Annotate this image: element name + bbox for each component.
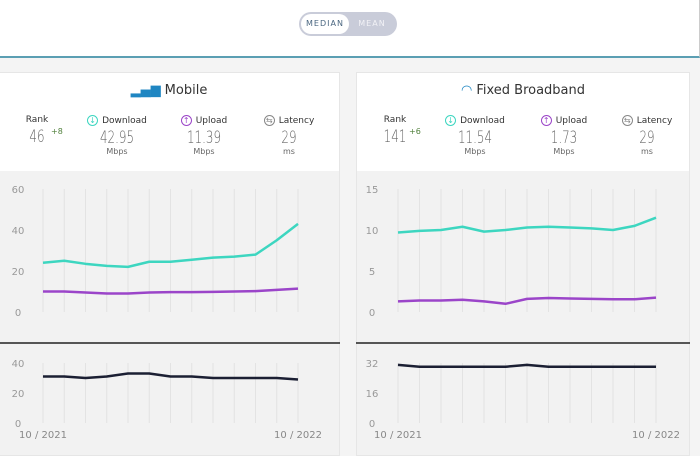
upload-icon: ↑ — [180, 115, 192, 126]
latency-value: 29 — [639, 128, 655, 148]
panel-title-text: Mobile — [164, 83, 208, 98]
download-value: 42.95 — [99, 128, 135, 148]
x-tick-label: 10 / 2021 — [19, 430, 67, 441]
upload-stat: ↑ Upload 11.39 Mbps — [169, 115, 239, 156]
upload-stat: ↑ Upload 1.73 Mbps — [529, 115, 599, 156]
rank-value: 141 — [383, 127, 407, 147]
y-tick-label: 5 — [369, 267, 375, 278]
latency-icon: ⇆ — [263, 115, 275, 126]
x-tick-label: 10 / 2021 — [374, 430, 422, 441]
latency-stat: ⇆ Latency 29 ms — [612, 115, 682, 156]
panel-title-text: Fixed Broadband — [476, 83, 586, 98]
upload-icon: ↑ — [540, 115, 552, 126]
mobile-panel: ▂▄▆ Mobile Rank 46 +8 ↓ Download 42.95 Mbp… — [0, 72, 340, 456]
download-label: Download — [460, 115, 505, 126]
x-tick-label: 10 / 2022 — [274, 430, 322, 441]
mean-option[interactable]: MEAN — [358, 19, 386, 28]
upload-value: 11.39 — [186, 128, 222, 148]
latency-unit: ms — [641, 147, 653, 156]
y-tick-label: 0 — [15, 419, 21, 430]
y-tick-label: 60 — [12, 185, 25, 196]
upload-unit: Mbps — [553, 147, 575, 156]
upload-value: 1.73 — [550, 128, 578, 148]
y-tick-label: 20 — [12, 389, 25, 400]
latency-stat: ⇆ Latency 29 ms — [254, 115, 324, 156]
download-stat: ↓ Download 11.54 Mbps — [435, 115, 515, 156]
rank-stat: Rank 46 — [17, 115, 57, 146]
panel-title: ◠ Fixed Broadband — [357, 83, 689, 98]
rank-label: Rank — [383, 115, 407, 125]
rank-label: Rank — [25, 115, 49, 125]
upload-label: Upload — [195, 115, 228, 126]
download-stat: ↓ Download 42.95 Mbps — [77, 115, 157, 156]
download-icon: ↓ — [445, 115, 457, 126]
rank-value: 46 — [29, 127, 45, 147]
median-option[interactable]: MEDIAN — [301, 14, 349, 34]
latency-value: 29 — [281, 128, 297, 148]
y-tick-label: 15 — [366, 185, 379, 196]
upload-unit: Mbps — [193, 147, 215, 156]
download-label: Download — [102, 115, 147, 126]
median-mean-toggle[interactable]: MEDIAN MEAN — [299, 12, 397, 36]
y-tick-label: 0 — [369, 308, 375, 319]
rank-stat: Rank 141 — [375, 115, 415, 146]
y-tick-label: 0 — [15, 308, 21, 319]
download-value: 11.54 — [457, 128, 493, 148]
rank-delta: +8 — [51, 127, 63, 136]
upload-label: Upload — [555, 115, 588, 126]
top-card: MEDIAN MEAN — [0, 0, 700, 58]
y-tick-label: 10 — [366, 226, 379, 237]
latency-label: Latency — [278, 115, 315, 126]
y-tick-label: 0 — [369, 419, 375, 430]
signal-bars-icon: ▂▄▆ — [130, 83, 161, 98]
rank-delta: +6 — [409, 127, 421, 136]
y-tick-label: 20 — [12, 267, 25, 278]
download-unit: Mbps — [106, 147, 128, 156]
latency-unit: ms — [283, 147, 295, 156]
download-unit: Mbps — [464, 147, 486, 156]
y-tick-label: 40 — [12, 226, 25, 237]
y-tick-label: 32 — [366, 359, 379, 370]
panel-title: ▂▄▆ Mobile — [0, 83, 339, 98]
latency-icon: ⇆ — [621, 115, 633, 126]
wifi-icon: ◠ — [460, 83, 473, 98]
y-tick-label: 16 — [366, 389, 379, 400]
y-tick-label: 40 — [12, 359, 25, 370]
latency-label: Latency — [636, 115, 673, 126]
download-icon: ↓ — [87, 115, 99, 126]
x-tick-label: 10 / 2022 — [632, 430, 680, 441]
